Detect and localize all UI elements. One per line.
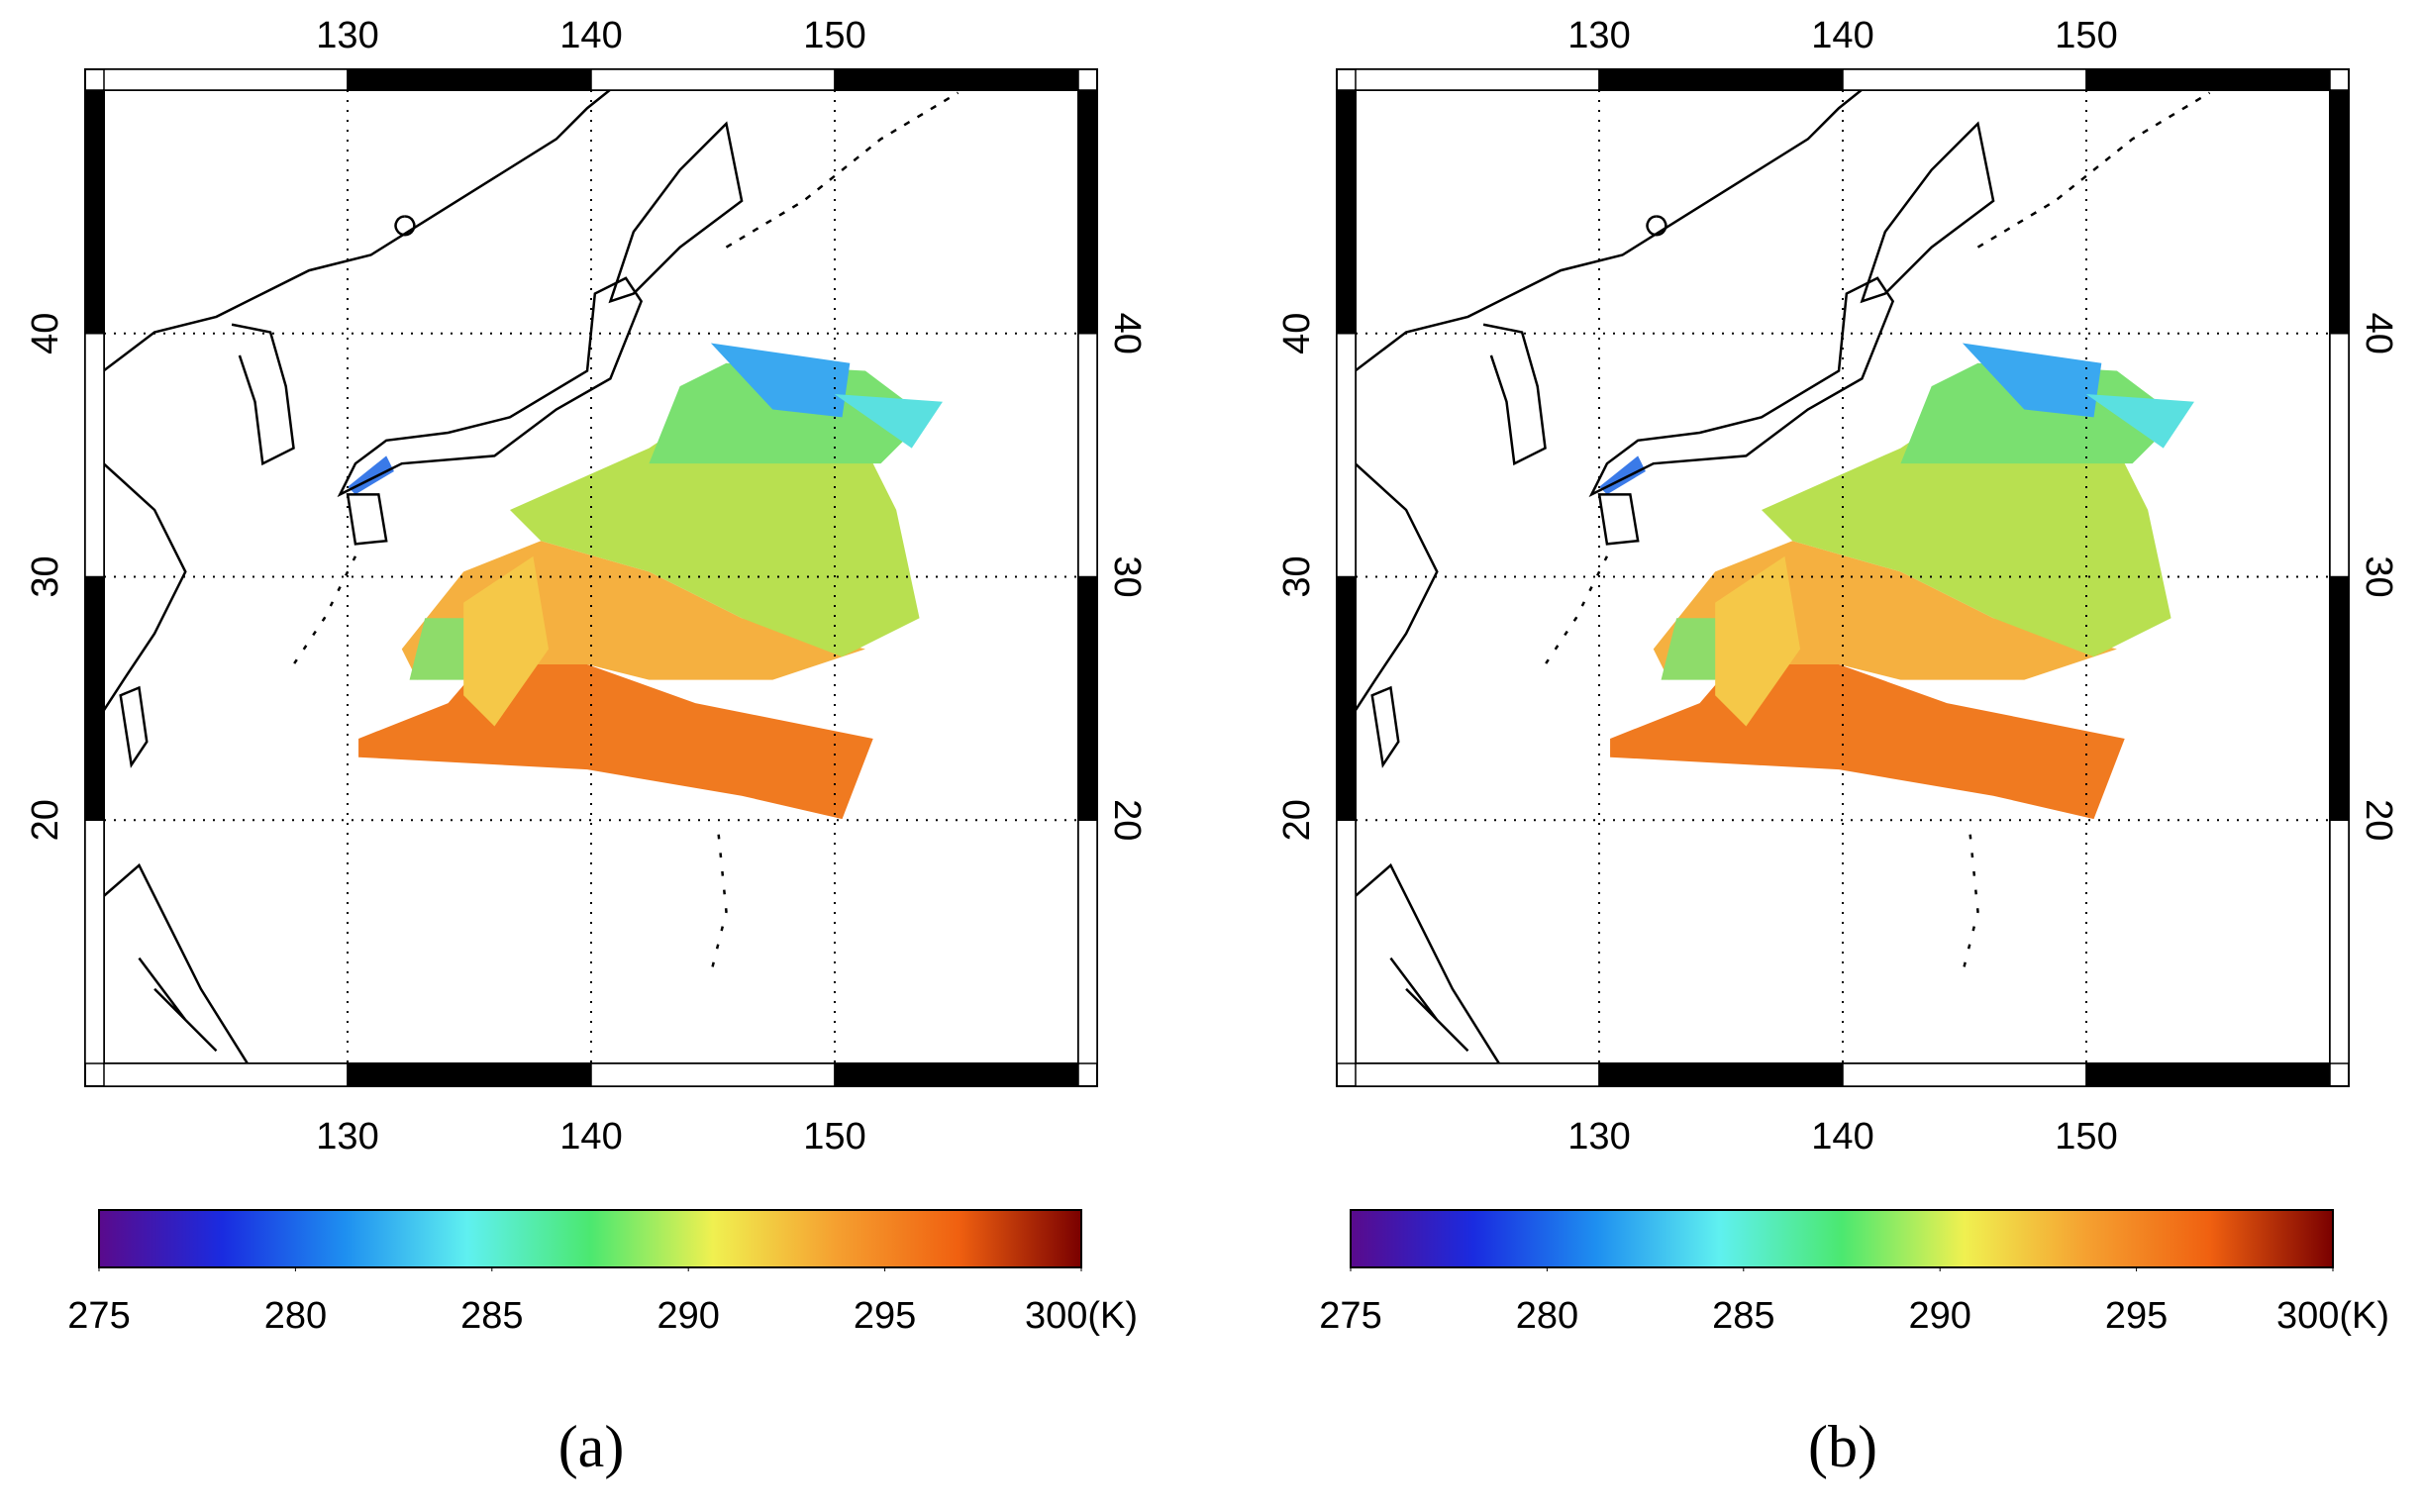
colorbar — [98, 1209, 1082, 1268]
colorbar-tick-label: 300(K) — [2276, 1295, 2389, 1337]
colorbar-tick-label: 300(K) — [1025, 1295, 1138, 1337]
colorbar-tick-label: 285 — [460, 1295, 523, 1337]
colorbar-tick-label: 295 — [2105, 1295, 2168, 1337]
border-bar — [834, 68, 1079, 91]
y-tick-label: 30 — [25, 555, 66, 597]
border-bar — [1336, 89, 1357, 335]
border-bar — [1355, 1062, 1600, 1087]
border-bar — [1598, 1062, 1844, 1087]
x-tick-label: 140 — [559, 15, 622, 56]
colorbar-tick-label: 290 — [656, 1295, 719, 1337]
border-bar — [2085, 1062, 2331, 1087]
colorbar-tick-label: 275 — [1319, 1295, 1381, 1337]
border-bar — [590, 1062, 836, 1087]
border-bar — [1077, 575, 1098, 821]
border-bar — [2085, 68, 2331, 91]
border-bar — [84, 89, 105, 335]
map-panel: 130 130 140 140 150 150 20 20 30 30 40 40 275 280 285 2… — [25, 15, 1148, 1479]
border-bar — [84, 819, 105, 1064]
x-tick-label: 140 — [1811, 1116, 1873, 1158]
x-tick-label: 130 — [1567, 15, 1630, 56]
border-bar — [103, 1062, 349, 1087]
colorbar-tick-label: 290 — [1908, 1295, 1970, 1337]
x-tick-label: 150 — [2055, 15, 2117, 56]
x-tick-label: 150 — [2055, 1116, 2117, 1158]
y-tick-label: 40 — [1106, 313, 1148, 354]
colorbar-tick-label: 280 — [264, 1295, 327, 1337]
border-bar — [84, 575, 105, 821]
panel-caption: (a) — [558, 1414, 625, 1479]
y-tick-label: 20 — [2358, 799, 2399, 841]
y-tick-label: 20 — [1276, 799, 1318, 841]
y-tick-label: 30 — [2358, 555, 2399, 597]
x-tick-label: 140 — [559, 1116, 622, 1158]
border-bar — [1077, 819, 1098, 1064]
border-bar — [590, 68, 836, 91]
border-bar — [84, 333, 105, 578]
x-tick-label: 150 — [803, 15, 865, 56]
border-bar — [1336, 333, 1357, 578]
border-bar — [834, 1062, 1079, 1087]
y-tick-label: 30 — [1276, 555, 1318, 597]
border-bar — [2329, 575, 2350, 821]
border-bar — [347, 1062, 592, 1087]
y-tick-label: 20 — [1106, 799, 1148, 841]
border-bar — [1336, 819, 1357, 1064]
y-tick-label: 40 — [25, 313, 66, 354]
x-tick-label: 140 — [1811, 15, 1873, 56]
border-bar — [2329, 333, 2350, 578]
colorbar-tick-label: 275 — [67, 1295, 130, 1337]
map-panel: 130 130 140 140 150 150 20 20 30 30 40 40 275 280 285 2… — [1276, 15, 2399, 1479]
x-tick-label: 130 — [316, 15, 378, 56]
colorbar-tick-label: 280 — [1516, 1295, 1578, 1337]
border-bar — [2329, 89, 2350, 335]
border-bar — [1842, 1062, 2087, 1087]
x-tick-label: 130 — [316, 1116, 378, 1158]
border-bar — [347, 68, 592, 91]
border-bar — [1336, 575, 1357, 821]
border-bar — [103, 68, 349, 91]
border-bar — [1077, 333, 1098, 578]
border-bar — [2329, 819, 2350, 1064]
border-bar — [1077, 89, 1098, 335]
border-bar — [1598, 68, 1844, 91]
y-tick-label: 20 — [25, 799, 66, 841]
y-tick-label: 40 — [1276, 313, 1318, 354]
x-tick-label: 150 — [803, 1116, 865, 1158]
y-tick-label: 40 — [2358, 313, 2399, 354]
colorbar-tick-label: 285 — [1712, 1295, 1774, 1337]
panel-caption: (b) — [1808, 1414, 1877, 1479]
colorbar-tick-label: 295 — [854, 1295, 916, 1337]
colorbar — [1350, 1209, 2334, 1268]
x-tick-label: 130 — [1567, 1116, 1630, 1158]
border-bar — [1355, 68, 1600, 91]
y-tick-label: 30 — [1106, 555, 1148, 597]
border-bar — [1842, 68, 2087, 91]
